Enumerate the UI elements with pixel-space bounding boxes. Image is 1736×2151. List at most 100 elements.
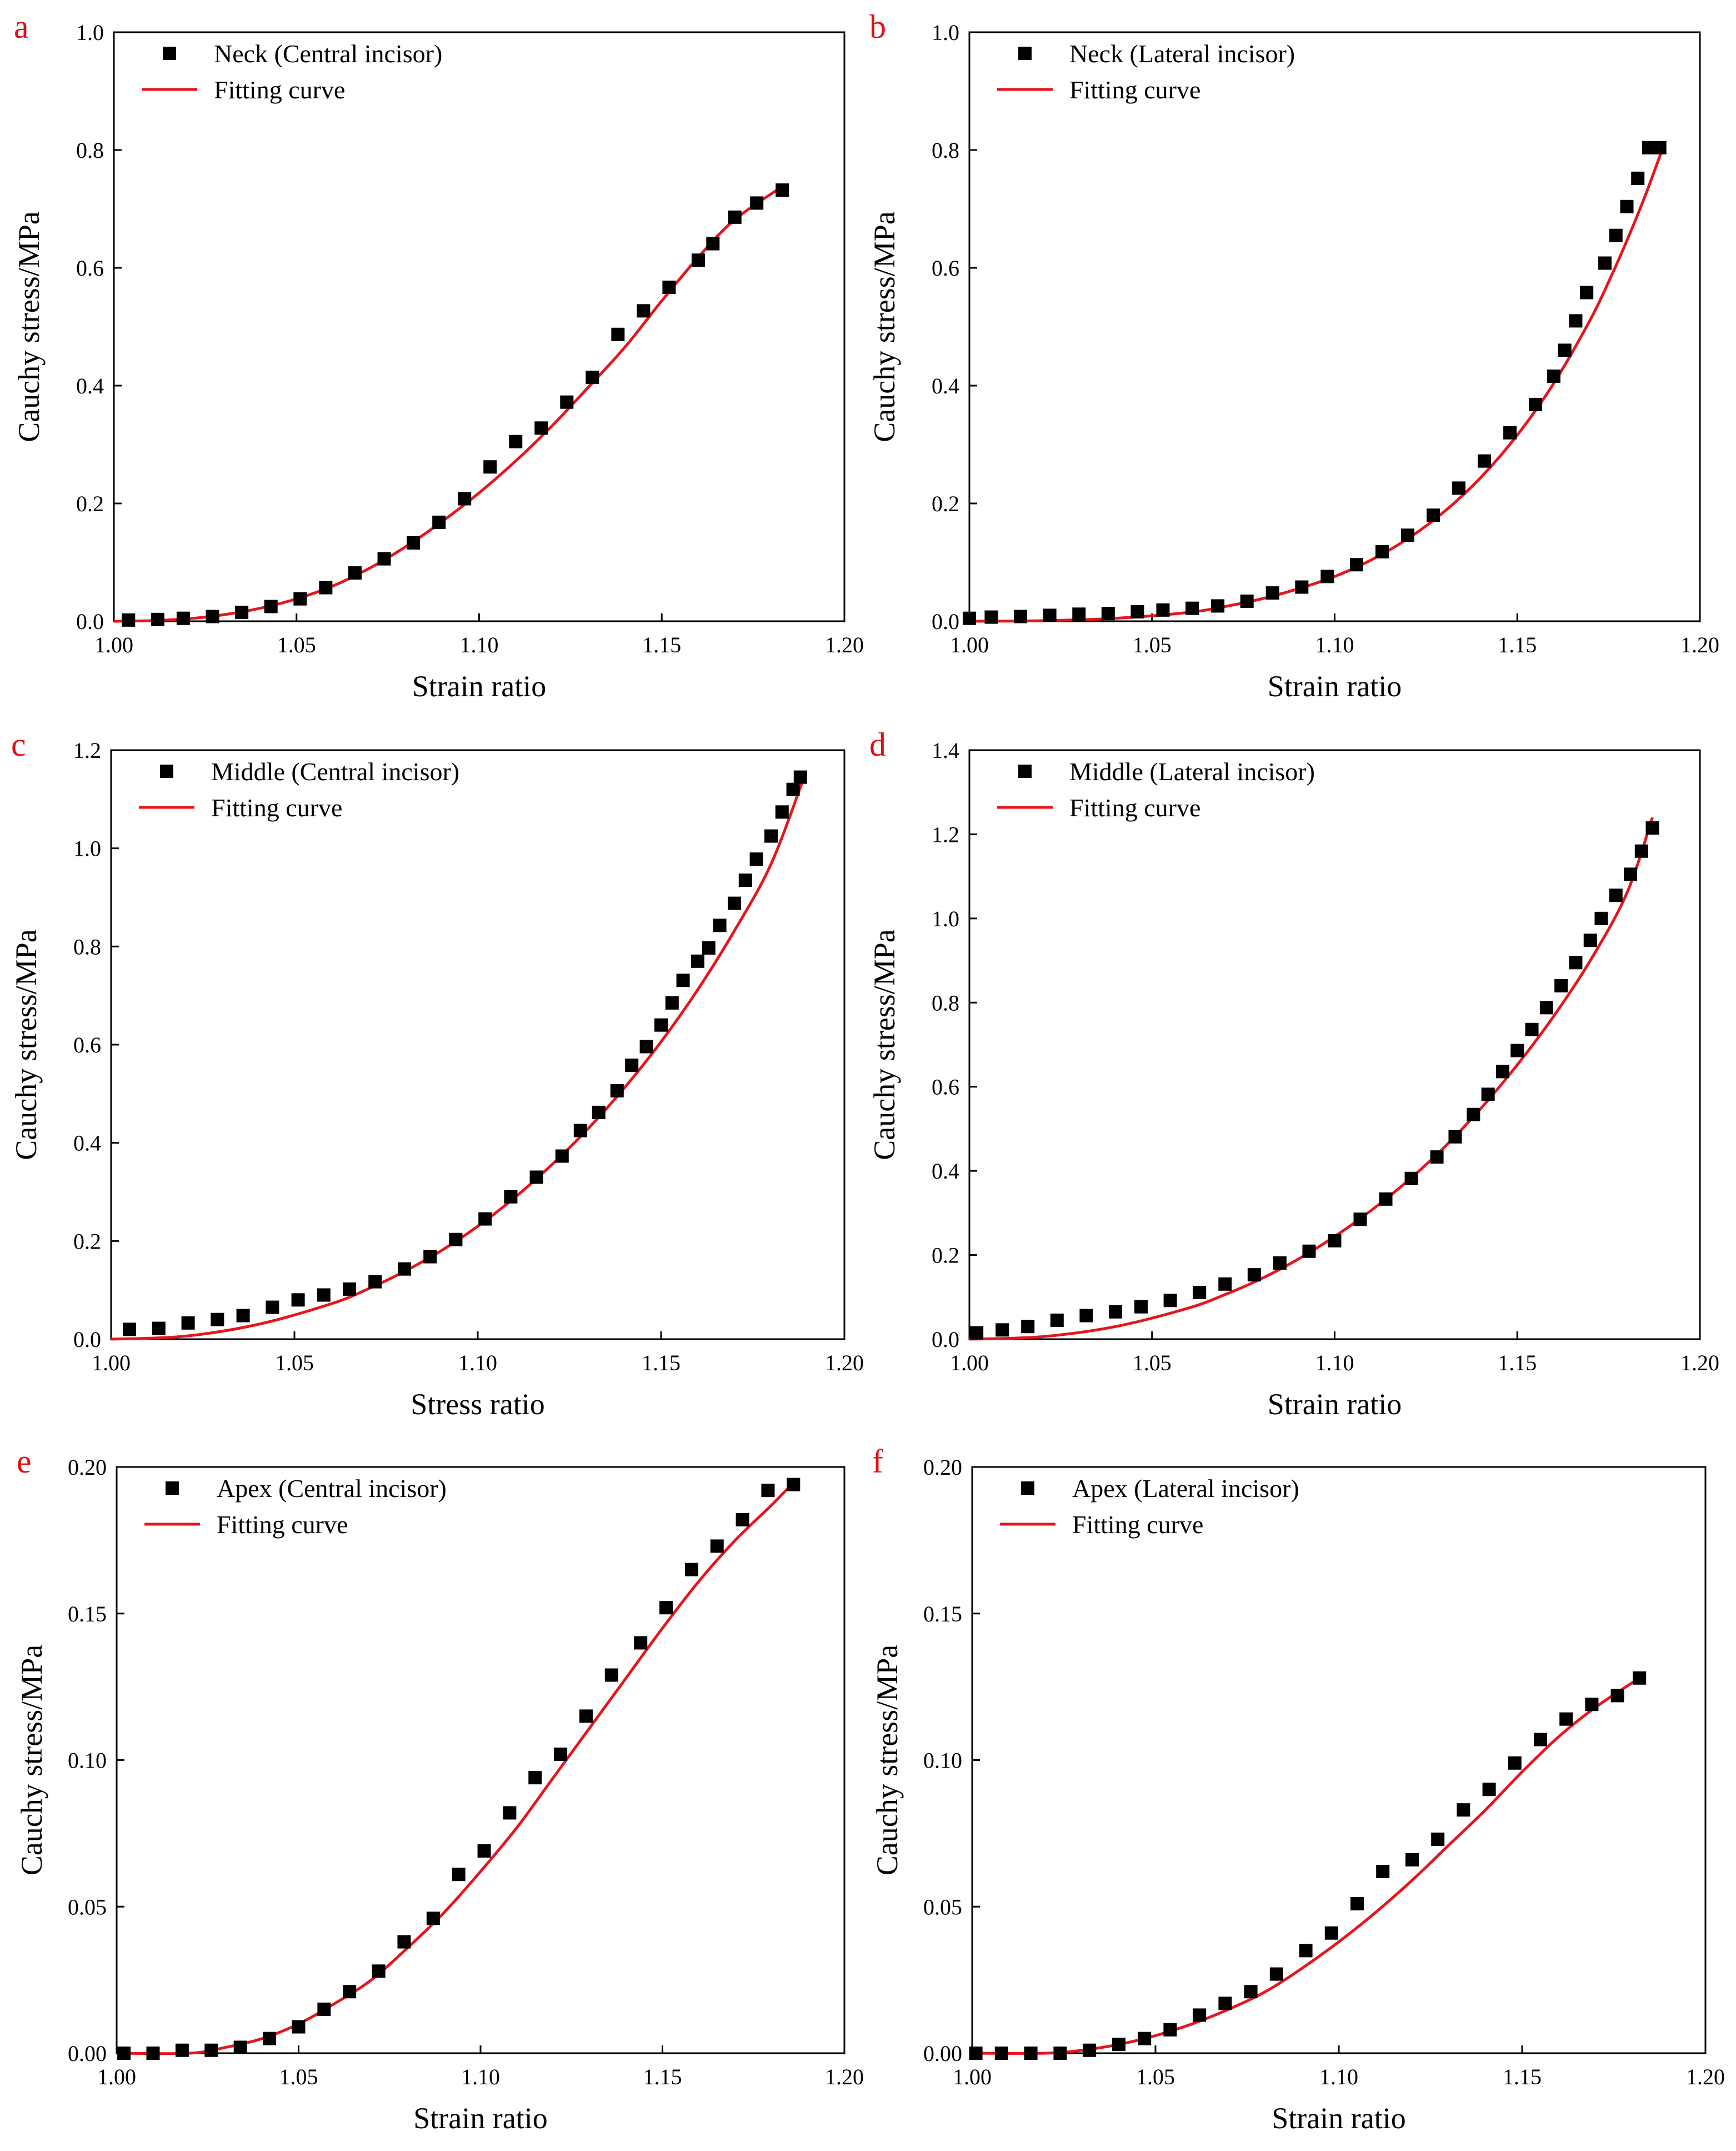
data-point-marker [1130,605,1144,619]
data-point-marker [317,2002,331,2016]
data-point-marker [775,805,789,819]
data-point-marker [343,1282,356,1296]
x-tick-label: 1.20 [1680,632,1719,657]
chart-panel-e: e 1.00 1.05 1.10 1.15 1.20 0.00 0.05 0.10 0.15 0.2… [15,1443,864,2135]
data-point-marker [738,874,752,887]
data-point-marker [1430,1150,1444,1164]
data-point-marker [1624,867,1638,881]
data-point-marker [1452,481,1466,495]
data-point-marker [639,1040,653,1054]
data-point-marker [706,237,720,251]
x-tick-label: 1.20 [825,1350,864,1375]
y-tick-label: 0.8 [73,934,101,959]
fitting-curve-line [113,185,783,623]
data-point-marker [146,2047,160,2060]
data-point-marker [793,770,807,784]
data-point-marker [1185,601,1199,615]
y-tick-label: 0.10 [68,1748,107,1773]
data-point-marker [1583,934,1597,947]
data-point-marker [659,1601,673,1615]
data-point-marker [423,1250,437,1264]
data-point-marker [426,1912,440,1925]
legend-entry-fit: Fitting curve [1072,1510,1203,1539]
data-point-marker [1554,979,1568,992]
data-point-marker [1633,1671,1647,1685]
data-point-marker [1620,199,1634,213]
data-point-marker [263,2032,277,2045]
data-point-marker [398,1262,411,1276]
data-point-marker [343,1985,357,1999]
data-point-marker [592,1105,606,1119]
panel-letter: d [869,726,886,763]
y-axis-label: Cauchy stress/MPa [9,929,43,1160]
data-point-marker [1559,1712,1573,1726]
data-point-marker [1295,580,1309,594]
data-point-marker [764,829,778,843]
data-point-marker [1610,1689,1624,1703]
data-point-marker [963,611,976,625]
data-point-marker [1375,545,1389,558]
legend-entry-data: Apex (Lateral incisor) [1072,1474,1299,1503]
data-point-marker [181,1316,195,1330]
data-point-marker [1109,1305,1122,1319]
data-point-marker [1349,558,1363,572]
y-tick-label: 0.2 [73,1229,101,1254]
legend-entry-data: Middle (Lateral incisor) [1069,757,1315,786]
y-tick-label: 0.4 [932,1159,959,1184]
x-tick-label: 1.00 [94,632,133,657]
x-tick-label: 1.15 [1498,1350,1537,1375]
data-point-marker [786,782,800,796]
legend-entry-fit: Fitting curve [1069,793,1200,822]
x-axis-label: Strain ratio [1272,2102,1405,2135]
plot-frame [968,749,1701,1340]
legend-entry-fit: Fitting curve [217,1510,348,1539]
chart-panel-d: d 1.00 1.05 1.10 1.15 1.20 0.0 0.2 0.4 0.6 0.8 1.0 1… [868,726,1719,1421]
data-point-marker [1112,2038,1125,2052]
data-point-marker [1594,911,1608,925]
x-axis-label: Strain ratio [412,670,546,703]
y-tick-label: 1.0 [932,906,959,931]
data-point-marker [504,1190,518,1204]
data-point-marker [579,1709,593,1723]
data-point-marker [573,1124,587,1137]
data-point-marker [984,610,998,624]
x-tick-label: 1.10 [458,1350,497,1375]
legend-marker-swatch [1021,1481,1034,1495]
legend-entry-data: Apex (Central incisor) [217,1474,447,1503]
plot-frame [116,1466,846,2054]
data-point-marker [397,1935,411,1949]
data-point-marker [1014,610,1028,623]
data-point-marker [554,1747,568,1761]
data-point-marker [1072,607,1086,621]
data-point-marker [233,2040,247,2054]
x-tick-label: 1.00 [92,1350,131,1375]
y-tick-label: 0.4 [932,373,959,398]
x-tick-label: 1.05 [275,1350,314,1375]
x-tick-label: 1.10 [1315,1350,1354,1375]
y-tick-label: 0.4 [73,1131,101,1156]
x-tick-label: 1.05 [279,2064,318,2089]
fitting-curve-line [969,817,1654,1341]
y-tick-label: 1.4 [932,738,959,763]
data-point-marker [1218,1997,1232,2010]
legend-marker-swatch [166,1481,179,1495]
data-point-marker [1631,171,1645,185]
data-point-marker [634,1636,648,1650]
x-tick-label: 1.10 [461,2064,500,2089]
data-point-marker [969,2047,983,2060]
data-point-marker [1079,1309,1093,1322]
data-point-marker [1021,1320,1035,1334]
x-tick-label: 1.05 [1133,632,1172,657]
x-axis-label: Stress ratio [411,1388,544,1421]
data-point-marker [1525,1022,1539,1036]
data-point-marker [1244,1985,1258,1999]
data-point-marker [1376,1864,1390,1878]
data-point-marker [1539,1001,1553,1015]
data-point-marker [1503,426,1517,440]
data-point-marker [348,566,362,580]
fitting-curve-line [969,146,1665,623]
data-point-marker [176,611,190,625]
chart-panel-c: c 1.00 1.05 1.10 1.15 1.20 0.0 0.2 0.4 0.6 0.8 1.0 1… [9,726,864,1421]
data-point-marker [994,2047,1008,2060]
y-axis-label: Cauchy stress/MPa [870,1645,904,1876]
